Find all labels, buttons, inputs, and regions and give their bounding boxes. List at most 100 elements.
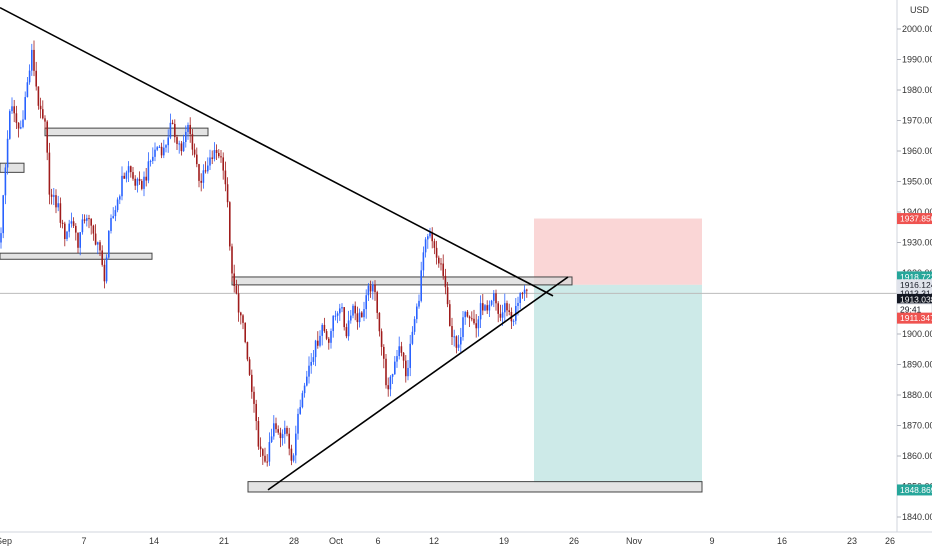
- candle-body: [15, 113, 18, 123]
- descending-trendline: [0, 6, 554, 297]
- candle-body: [279, 432, 282, 439]
- candle-body: [125, 172, 128, 179]
- candle-body: [28, 70, 31, 83]
- candle-body: [213, 150, 216, 159]
- candle-body: [402, 352, 405, 361]
- candle-body: [453, 336, 455, 338]
- candle-body: [457, 344, 460, 348]
- candle-body: [361, 312, 363, 318]
- candle-body: [508, 310, 510, 312]
- candle-body: [224, 170, 227, 185]
- candle-body: [468, 316, 471, 319]
- time-tick-label: 21: [219, 536, 229, 546]
- candle-body: [462, 317, 464, 338]
- candle-body: [301, 393, 304, 408]
- candle-body: [226, 184, 229, 203]
- tag-stop-bg: [897, 213, 932, 225]
- candle-body: [464, 311, 466, 318]
- candle-body: [273, 423, 275, 437]
- candle-body: [438, 257, 440, 264]
- candle-body: [455, 336, 458, 348]
- price-axis[interactable]: 1840.0001850.0001860.0001870.0001880.000…: [897, 24, 932, 522]
- time-tick-label: 6: [375, 536, 380, 546]
- candle-body: [493, 293, 495, 301]
- candle-body: [350, 315, 352, 321]
- candle-body: [519, 293, 521, 303]
- candles-layer: [0, 40, 528, 467]
- candle-body: [171, 122, 174, 124]
- candle-body: [512, 320, 515, 322]
- candle-body: [396, 356, 398, 362]
- candle-body: [358, 312, 361, 323]
- candle-body: [191, 133, 194, 150]
- time-tick-label: 9: [709, 536, 714, 546]
- price-tick-label: 1870.000: [902, 421, 932, 431]
- candle-body: [9, 111, 11, 139]
- zone-sep: [44, 127, 209, 137]
- candle-body: [189, 124, 191, 134]
- candle-body: [413, 319, 416, 332]
- candle-body: [365, 295, 367, 310]
- candle-body: [136, 178, 139, 186]
- candle-body: [33, 49, 35, 71]
- candle-body: [286, 427, 288, 434]
- candle-body: [79, 232, 81, 248]
- candle-body: [134, 178, 136, 186]
- tag-close: 1913.038: [900, 294, 932, 304]
- tag-low-bg: [897, 312, 932, 324]
- candle-body: [127, 166, 130, 173]
- candle-body: [310, 361, 312, 366]
- candle-body: [251, 374, 253, 392]
- candle-body: [110, 218, 112, 231]
- candle-body: [429, 232, 431, 237]
- candle-body: [488, 304, 491, 311]
- candle-body: [240, 312, 242, 316]
- candle-body: [281, 434, 284, 439]
- candle-body: [0, 233, 2, 243]
- candle-body: [211, 157, 213, 159]
- candle-body: [383, 346, 385, 359]
- ascending-trendline: [267, 276, 569, 491]
- candle-body: [215, 150, 218, 153]
- candle-body: [521, 293, 524, 295]
- candle-body: [97, 242, 99, 245]
- time-tick-label: 23: [847, 536, 857, 546]
- candle-body: [354, 305, 356, 314]
- candle-body: [160, 146, 163, 156]
- candle-body: [77, 232, 79, 248]
- tag-countdown: 29:41: [900, 304, 922, 314]
- candle-body: [48, 152, 51, 195]
- price-tick-label: 1900.000: [902, 329, 932, 339]
- time-tick-label: Oct: [329, 536, 344, 546]
- candle-body: [20, 127, 22, 129]
- candle-body: [182, 141, 185, 152]
- candle-body: [53, 195, 55, 197]
- candle-body: [517, 302, 519, 306]
- time-tick-label: 26: [569, 536, 579, 546]
- candle-body: [321, 324, 323, 336]
- candle-body: [22, 119, 24, 128]
- candle-body: [435, 247, 438, 258]
- stop-loss-zone: [534, 218, 702, 285]
- candle-body: [314, 340, 317, 358]
- candle-body: [391, 374, 394, 377]
- candle-body: [372, 284, 374, 292]
- time-axis[interactable]: Sep 7 14 21 28 Oct 6 12 19 26 Nov 9 16 23 26: [0, 536, 895, 546]
- candle-body: [336, 313, 339, 316]
- candle-body: [407, 367, 409, 377]
- candle-body: [387, 385, 389, 390]
- zone-mid: [231, 276, 573, 286]
- candle-body: [130, 166, 132, 173]
- candle-body: [295, 433, 297, 456]
- candle-body: [116, 199, 119, 211]
- candle-body: [31, 49, 33, 71]
- candle-body: [187, 124, 189, 132]
- candle-body: [158, 146, 161, 148]
- zone-bottom: [247, 481, 703, 493]
- candle-body: [270, 436, 273, 443]
- candle-body: [497, 303, 499, 314]
- tag-entry-high-bg: [897, 271, 932, 283]
- candle-body: [328, 338, 330, 343]
- candle-body: [70, 221, 73, 224]
